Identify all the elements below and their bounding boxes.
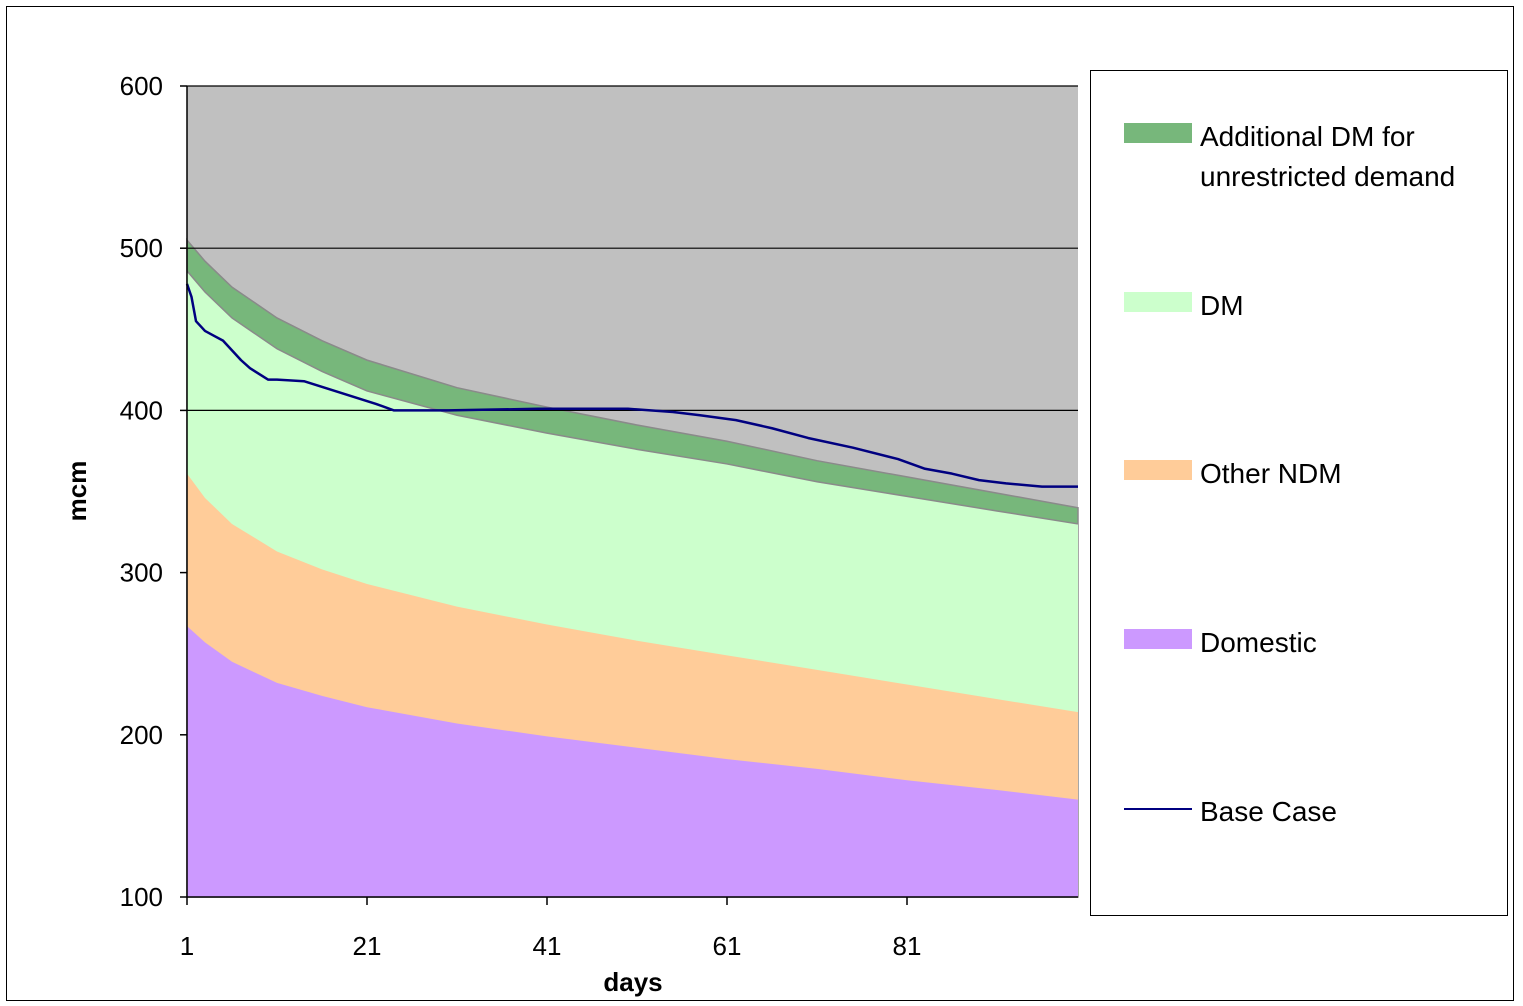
- base-case-line-group: [185, 283, 1078, 488]
- dm-top-boundary: [186, 270, 1079, 525]
- x-tick-label-81: 81: [893, 931, 922, 961]
- legend-item-base-case: Base Case: [1124, 792, 1337, 832]
- y-tick-label-500: 500: [120, 233, 163, 263]
- legend-item-other-ndm: Other NDM: [1124, 454, 1342, 494]
- y-axis-title: mcm: [62, 461, 92, 522]
- legend-swatch-base-case: [1124, 808, 1192, 810]
- y-tick-label-100: 100: [120, 882, 163, 912]
- chart-area: 100 200 300 400 500 600 1 21 41 61 81 days mcm: [62, 71, 1079, 997]
- x-tick-label-41: 41: [533, 931, 562, 961]
- tick-marks: 100 200 300 400 500 600 1 21 41 61 81: [120, 71, 922, 961]
- line-base-case: [185, 283, 1078, 488]
- legend-label-domestic: Domestic: [1200, 627, 1317, 658]
- legend-label-additional-dm: Additional DM for unrestricted demand: [1200, 121, 1456, 192]
- y-tick-label-300: 300: [120, 558, 163, 588]
- y-tick-label-600: 600: [120, 71, 163, 101]
- legend-label-dm: DM: [1200, 290, 1244, 321]
- legend-item-dm: DM: [1124, 286, 1244, 326]
- area-domestic: [187, 626, 1078, 897]
- legend-label-base-case: Base Case: [1200, 796, 1337, 827]
- legend-swatch-other-ndm: [1124, 460, 1192, 480]
- axes: [186, 86, 1078, 898]
- x-tick-label-61: 61: [713, 931, 742, 961]
- legend-item-additional-dm: Additional DM for unrestricted demand: [1124, 117, 1455, 197]
- legend-swatch-additional-dm: [1124, 123, 1192, 143]
- x-axis-title: days: [603, 967, 662, 997]
- legend-swatch-dm: [1124, 292, 1192, 312]
- legend-label-other-ndm: Other NDM: [1200, 458, 1342, 489]
- legend: Additional DM for unrestricted demand DM…: [1090, 70, 1508, 916]
- gridlines: [187, 85, 1078, 411]
- legend-swatch-domestic: [1124, 629, 1192, 649]
- legend-item-domestic: Domestic: [1124, 623, 1317, 663]
- y-tick-label-400: 400: [120, 395, 163, 425]
- stacked-areas: [186, 238, 1079, 898]
- y-tick-label-200: 200: [120, 720, 163, 750]
- x-tick-label-1: 1: [180, 931, 194, 961]
- x-tick-label-21: 21: [353, 931, 382, 961]
